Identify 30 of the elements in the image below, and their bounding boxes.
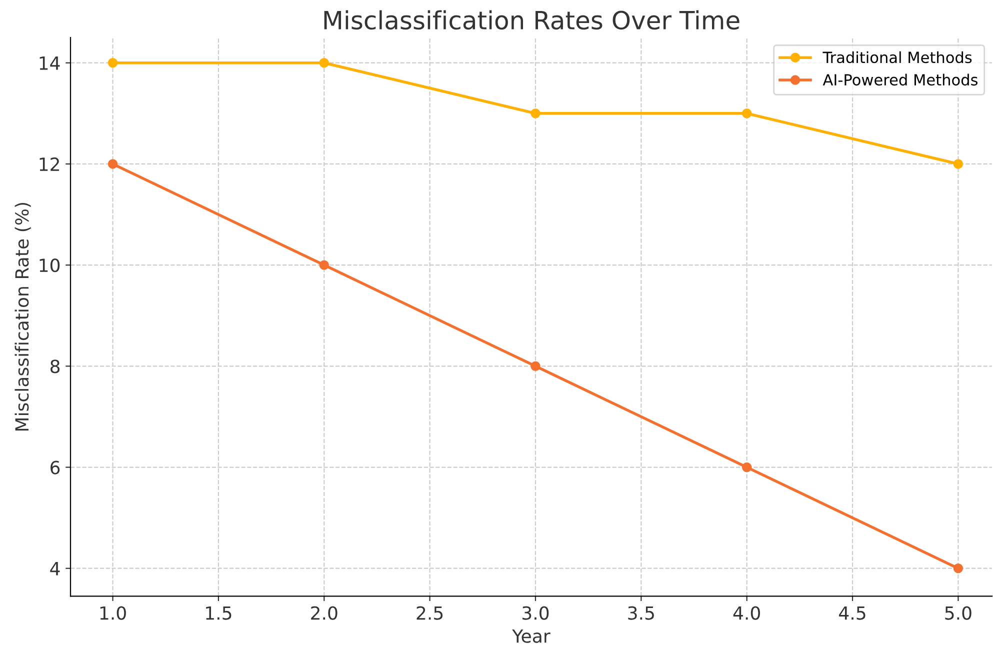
point bbox=[319, 260, 329, 270]
x-axis-title: Year bbox=[512, 629, 550, 643]
point bbox=[742, 108, 752, 118]
point bbox=[953, 563, 964, 574]
x-tick-label: 1.5 bbox=[206, 606, 232, 620]
point bbox=[108, 58, 118, 68]
x-tick-label: 2.5 bbox=[416, 606, 443, 620]
chart-title: Misclassification Rates Over Time bbox=[324, 10, 740, 30]
y-tick-label: 10 bbox=[40, 258, 60, 272]
x-tick-label: 2.0 bbox=[311, 606, 338, 620]
point bbox=[742, 462, 752, 472]
x-tick-label: 1.0 bbox=[100, 606, 126, 620]
x-tick-label: 4.0 bbox=[733, 606, 760, 620]
legend-label: AI-Powered Methods bbox=[822, 74, 978, 86]
y-tick-label: 6 bbox=[50, 460, 60, 474]
x-tick-label: 4.5 bbox=[839, 606, 866, 620]
point bbox=[108, 159, 118, 169]
legend-label: Traditional Methods bbox=[822, 51, 972, 64]
point bbox=[319, 58, 329, 68]
y-tick-label: 12 bbox=[40, 157, 59, 171]
point bbox=[953, 159, 964, 169]
x-tick-label: 3.0 bbox=[522, 606, 549, 620]
x-tick-label: 5.0 bbox=[945, 606, 972, 620]
point bbox=[530, 108, 540, 118]
y-tick-label: 4 bbox=[50, 562, 60, 576]
point bbox=[530, 361, 540, 372]
x-tick-label: 3.5 bbox=[628, 606, 654, 620]
y-tick-label: 8 bbox=[50, 360, 60, 374]
y-tick-label: 14 bbox=[40, 56, 60, 70]
y-axis-title: Misclassification Rate (%) bbox=[14, 202, 31, 431]
